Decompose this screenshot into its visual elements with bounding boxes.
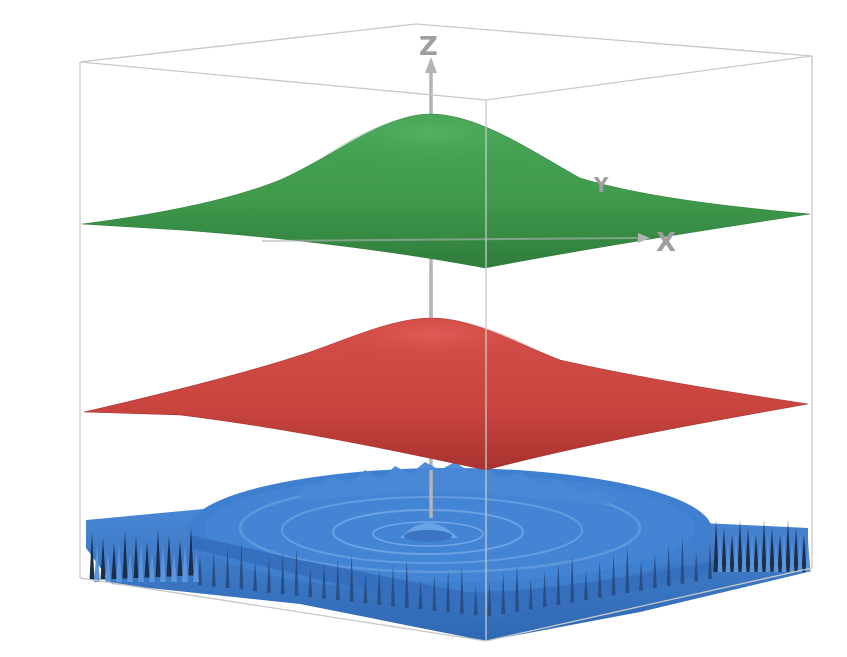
ripple-spike	[377, 568, 382, 605]
ripple-spike	[390, 564, 395, 607]
ripple-fin	[773, 540, 779, 572]
ripple-spike	[713, 520, 719, 572]
box-front-edges	[79, 55, 813, 642]
top-surface	[81, 113, 811, 269]
ripple-spike	[761, 520, 767, 572]
ripple-spike	[528, 579, 533, 610]
ripple-spike	[785, 520, 791, 572]
ripple-fin	[757, 540, 763, 572]
ripple-spike	[611, 553, 616, 596]
ripple-spike	[144, 541, 150, 578]
ripple-fin	[116, 544, 122, 582]
ripple-spike	[769, 527, 775, 572]
ripple-spike	[294, 547, 299, 596]
bottom-surface	[86, 462, 811, 641]
ripple-spike	[737, 520, 743, 572]
ripple-spike	[166, 534, 172, 577]
ripple-spike	[363, 573, 368, 604]
y-axis: Y	[593, 173, 609, 197]
ripple-spike	[777, 534, 783, 572]
ripple-spike	[680, 535, 685, 584]
ripple-fin	[749, 532, 755, 572]
ripple-fin	[717, 532, 723, 572]
ripple-spike	[322, 562, 327, 599]
ripple-spike	[583, 570, 588, 601]
ripple-spike	[625, 544, 630, 593]
z-axis: Z	[419, 32, 438, 540]
ripple-fin	[171, 552, 177, 582]
y-axis-label: Y	[593, 173, 609, 197]
z-axis-label: Z	[419, 32, 438, 62]
ripple-spike	[652, 552, 657, 589]
ripple-fin	[789, 540, 795, 572]
ripple-spike	[349, 553, 354, 602]
ripple-fin	[733, 532, 739, 572]
ripple-spike	[801, 534, 807, 572]
ripple-spike	[446, 570, 451, 613]
ripple-spike	[239, 541, 244, 590]
x-axis: X	[261, 228, 676, 258]
ripple-fin	[805, 540, 811, 572]
ripple-spike	[515, 563, 520, 612]
ripple-fin	[94, 544, 100, 582]
ripple-spike	[211, 550, 216, 587]
ripple-spike	[666, 543, 671, 586]
ripple-spike	[253, 561, 258, 592]
ripple-spike	[133, 536, 139, 578]
ripple-fin	[725, 540, 731, 572]
ripple-spike	[89, 532, 95, 580]
box-back-edges	[79, 23, 813, 578]
ripple-spike	[487, 580, 492, 617]
ripple-spike	[639, 560, 644, 591]
ripple-fin	[182, 544, 188, 582]
ripple-fin	[741, 540, 747, 572]
x-axis-label: X	[656, 228, 676, 258]
ripple-spike	[404, 559, 409, 608]
ripple-spike	[721, 527, 727, 572]
ripple-fin	[765, 532, 771, 572]
ripple-spike	[729, 534, 735, 572]
ripple-spike	[570, 554, 575, 603]
ripple-spike	[501, 572, 506, 615]
ripple-spike	[266, 556, 271, 593]
ripple-spike	[100, 537, 106, 580]
ripple-spike	[122, 530, 128, 579]
ripple-spike	[793, 527, 799, 572]
ripple-fin	[138, 544, 144, 582]
ripple-fin	[149, 552, 155, 582]
ripple-spike	[177, 540, 183, 576]
ripple-spike	[542, 571, 547, 608]
ripple-fin	[160, 544, 166, 582]
ripple-spike	[111, 543, 117, 579]
ripple-spike	[335, 558, 340, 601]
middle-surface	[83, 317, 809, 471]
ripple-fin	[193, 552, 199, 582]
ripple-spike	[708, 542, 712, 579]
ripple-spike	[432, 574, 437, 611]
ripple-fin	[127, 552, 133, 582]
ripple-spike	[753, 534, 759, 572]
ripple-spike	[225, 546, 230, 589]
ripple-spike	[188, 527, 194, 576]
ripple-spike	[745, 527, 751, 572]
ripple-fin	[781, 532, 787, 572]
ripple-fin	[105, 552, 111, 582]
ripple-spike	[597, 561, 602, 598]
ripple-spike	[556, 562, 561, 605]
ripple-spike	[694, 551, 699, 582]
ripple-spike	[473, 585, 478, 616]
ripple-spike	[155, 529, 161, 577]
ripple-spike	[280, 552, 285, 595]
ripple-spike	[418, 579, 423, 610]
ripple-spike	[459, 565, 464, 614]
ripple-fin	[797, 532, 803, 572]
ripple-spike	[308, 567, 313, 598]
ripple-spike	[198, 555, 202, 585]
